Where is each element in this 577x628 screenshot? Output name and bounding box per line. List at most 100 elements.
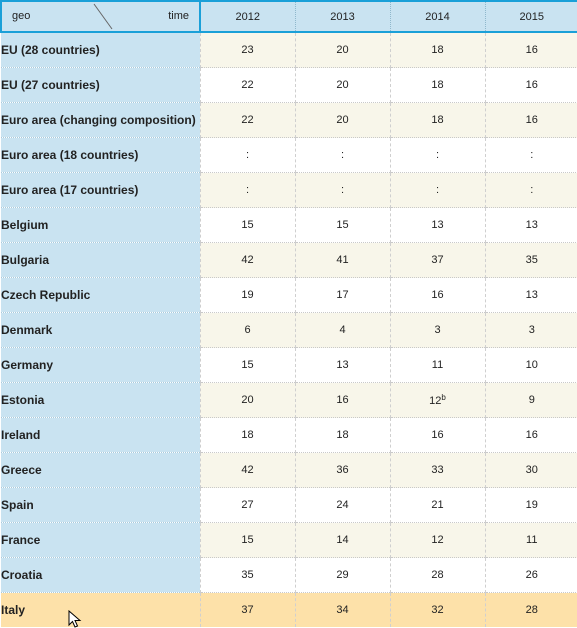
cell-value: 9 [528,394,535,406]
row-header-geo[interactable]: Euro area (18 countries) [1,137,200,173]
row-header-geo[interactable]: Estonia [1,382,200,418]
cell-value: 15 [241,359,254,371]
row-header-geo[interactable]: Italy [1,592,200,627]
row-header-geo[interactable]: Spain [1,487,200,523]
cell-value: 18 [241,429,254,441]
cell-value: 16 [336,394,349,406]
row-header-geo[interactable]: Denmark [1,312,200,348]
cell-value: 29 [336,569,349,581]
table-row[interactable]: Belgium 15 15 13 13 [1,207,577,243]
table-row[interactable]: Euro area (changing composition) 22 20 18 16 [1,102,577,138]
table-cell: 9 [484,382,577,418]
table-row[interactable]: France 15 14 12 11 [1,522,577,558]
table-cell: 17 [294,277,390,313]
table-cell: 11 [484,522,577,558]
table-cell: 23 [199,32,295,68]
cell-value: 13 [431,219,444,231]
table-cell: 32 [389,592,485,627]
cell-value: 27 [241,499,254,511]
cell-flag: b [441,393,446,402]
column-header-year[interactable]: 2013 [294,0,390,33]
table-cell: 33 [389,452,485,488]
cell-value: 36 [336,464,349,476]
table-cell: 3 [484,312,577,348]
table-cell: 19 [199,277,295,313]
table-row[interactable]: Germany 15 13 11 10 [1,347,577,383]
cell-value: : [435,184,440,196]
cell-value: 10 [525,359,538,371]
table-cell: : [389,137,485,173]
table-cell: 20 [199,382,295,418]
table-row[interactable]: Ireland 18 18 16 16 [1,417,577,453]
row-header-geo[interactable]: Euro area (17 countries) [1,172,200,208]
table-cell: : [484,172,577,208]
row-header-geo[interactable]: Germany [1,347,200,383]
table-cell: 37 [389,242,485,278]
cell-value: 22 [241,79,254,91]
row-header-geo[interactable]: Greece [1,452,200,488]
table-cell: 18 [294,417,390,453]
table-row[interactable]: Croatia 35 29 28 26 [1,557,577,593]
table-row[interactable]: Denmark 6 4 3 3 [1,312,577,348]
table-row[interactable]: Greece 42 36 33 30 [1,452,577,488]
table-cell: : [389,172,485,208]
cell-value: : [530,149,534,161]
row-header-geo[interactable]: Belgium [1,207,200,243]
column-header-year[interactable]: 2014 [389,0,485,33]
table-row[interactable]: Estonia 20 16 12b 9 [1,382,577,418]
cell-value: 19 [525,499,538,511]
row-header-geo[interactable]: Euro area (changing composition) [1,102,200,138]
table-row[interactable]: Bulgaria 42 41 37 35 [1,242,577,278]
cell-value: 34 [336,604,349,616]
table-row[interactable]: Euro area (17 countries):::: [1,172,577,208]
table-row[interactable]: Spain 27 24 21 19 [1,487,577,523]
table-row[interactable]: Euro area (18 countries):::: [1,137,577,173]
cell-value: 30 [525,464,538,476]
row-header-geo[interactable]: EU (27 countries) [1,67,200,103]
cell-value: 13 [525,289,538,301]
table-cell: 16 [484,32,577,68]
time-dimension-label[interactable]: time [168,10,189,22]
table-row[interactable]: EU (28 countries) 23 20 18 16 [1,32,577,68]
table-cell: 18 [389,32,485,68]
geo-dimension-label[interactable]: geo [12,10,31,22]
corner-divider-line [93,3,113,30]
cell-value: 37 [241,604,254,616]
table-cell: 15 [199,522,295,558]
cell-value: 11 [526,534,538,546]
cell-value: 15 [241,534,254,546]
cell-value: 11 [431,359,444,371]
table-cell: 18 [389,67,485,103]
table-cell: : [199,137,295,173]
column-header-year[interactable]: 2015 [484,0,577,33]
cell-value: 14 [336,534,349,546]
cell-value: 20 [336,114,349,126]
cell-value: : [340,184,345,196]
cell-value: 35 [525,254,538,266]
table-cell: 27 [199,487,295,523]
table-row[interactable]: EU (27 countries) 22 20 18 16 [1,67,577,103]
table-cell: 13 [294,347,390,383]
table-row[interactable]: Czech Republic 19 17 16 13 [1,277,577,313]
cell-value: 16 [431,429,444,441]
cell-value: : [340,149,345,161]
cell-value: 12 [431,534,444,546]
table-cell: 21 [389,487,485,523]
table-body: EU (28 countries) 23 20 18 16 EU (27 countrie… [1,32,577,627]
table-row[interactable]: Italy 37 34 32 28 [1,592,577,627]
row-header-geo[interactable]: Ireland [1,417,200,453]
row-header-geo[interactable]: Croatia [1,557,200,593]
table-cell: 19 [484,487,577,523]
cell-value: 22 [241,114,254,126]
row-header-geo[interactable]: France [1,522,200,558]
table-cell: 24 [294,487,390,523]
table-cell: 42 [199,452,295,488]
cell-value: : [530,184,534,196]
table-cell: 41 [294,242,390,278]
geo-time-corner-header[interactable]: geo time [0,0,201,33]
row-header-geo[interactable]: EU (28 countries) [1,32,200,68]
cell-value: 13 [336,359,349,371]
row-header-geo[interactable]: Bulgaria [1,242,200,278]
column-header-year[interactable]: 2012 [199,0,295,33]
row-header-geo[interactable]: Czech Republic [1,277,200,313]
